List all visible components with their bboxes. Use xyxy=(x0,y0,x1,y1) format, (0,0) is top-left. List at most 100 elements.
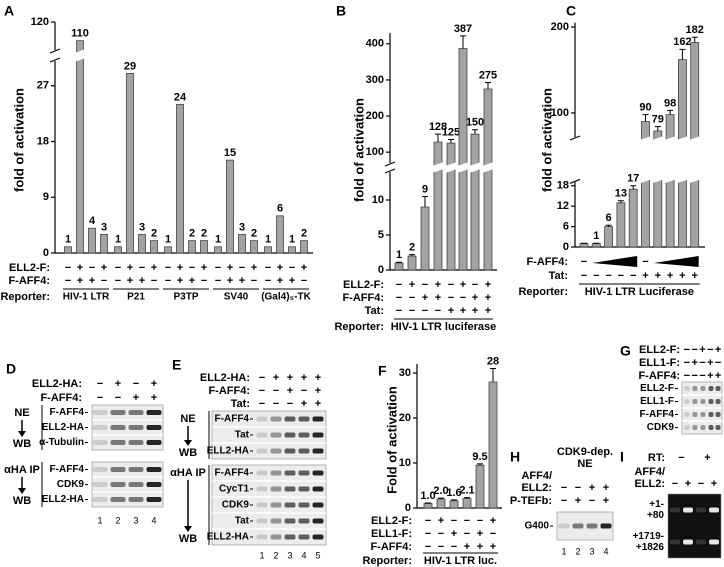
condition-sign: − xyxy=(561,482,567,494)
condition-sign: − xyxy=(684,357,690,369)
band xyxy=(256,534,268,540)
value-label: 17 xyxy=(627,173,639,185)
panel-letter: A xyxy=(4,3,14,19)
bar xyxy=(628,188,638,248)
band xyxy=(708,425,714,430)
side-label: NE xyxy=(14,407,29,419)
condition-sign: + xyxy=(642,270,648,282)
value-label: 98 xyxy=(664,97,676,109)
condition-sign: − xyxy=(691,344,697,356)
error-bar xyxy=(485,81,491,89)
band xyxy=(256,486,268,492)
condition-sign: + xyxy=(301,398,307,410)
condition-sign: + xyxy=(715,344,721,356)
condition-sign: − xyxy=(422,279,428,291)
band xyxy=(684,386,690,391)
condition-sign: + xyxy=(315,398,321,410)
condition-sign: − xyxy=(464,528,470,540)
bar xyxy=(407,255,417,271)
condition-sign: − xyxy=(425,541,431,553)
value-label: 2 xyxy=(251,228,257,240)
bar-break xyxy=(432,162,444,173)
band-label: Tat xyxy=(235,430,250,441)
condition-sign: + xyxy=(315,372,321,384)
error-bar xyxy=(451,499,457,501)
side-arrowhead xyxy=(184,526,192,532)
condition-sign: − xyxy=(448,292,454,304)
condition-label: ELL1-F: xyxy=(371,528,412,540)
band xyxy=(684,399,690,404)
band xyxy=(700,399,706,404)
error-bar xyxy=(435,133,441,143)
panel-letter: C xyxy=(566,3,576,19)
bar xyxy=(226,159,234,254)
value-label: 1 xyxy=(215,234,221,246)
bar xyxy=(462,498,472,509)
band xyxy=(708,399,714,404)
band xyxy=(572,523,584,529)
error-bar xyxy=(691,36,698,43)
condition-sign: + xyxy=(472,305,478,317)
lane-number: 2 xyxy=(115,515,120,525)
condition-label: F-AFF4: xyxy=(40,392,82,404)
band-label: α-Tubulin xyxy=(39,437,84,448)
condition-label: F-AFF4: xyxy=(342,292,384,304)
band xyxy=(298,416,310,422)
condition-sign: + xyxy=(691,270,697,282)
condition-label: ELL2-F: xyxy=(343,279,384,291)
condition-sign: − xyxy=(65,275,71,287)
band xyxy=(284,416,296,422)
condition-label: RT: xyxy=(648,452,665,464)
value-label: 1 xyxy=(265,234,271,246)
condition-sign: − xyxy=(396,279,402,291)
bar-break xyxy=(457,162,469,173)
condition-sign: − xyxy=(630,270,636,282)
bar xyxy=(616,202,626,248)
y-tick-label: 200 xyxy=(366,110,384,122)
bar xyxy=(446,142,456,271)
band-label: F-AFF4 xyxy=(50,407,85,418)
condition-sign: − xyxy=(151,275,157,287)
reporter-label: HIV-1 LTR luciferase xyxy=(391,321,497,333)
axis-break xyxy=(49,48,61,54)
band xyxy=(92,482,108,487)
error-bar xyxy=(477,463,483,466)
condition-sign: + xyxy=(422,292,428,304)
condition-sign: + xyxy=(699,344,705,356)
y-tick-label: 18 xyxy=(37,135,49,147)
value-label: 2.0 xyxy=(433,485,448,497)
condition-sign: + xyxy=(711,478,717,490)
band-label: F-AFF4 xyxy=(215,468,250,479)
bar-break xyxy=(469,162,481,173)
value-label: 13 xyxy=(615,188,627,200)
condition-sign: + xyxy=(460,305,466,317)
condition-sign: + xyxy=(603,495,609,507)
value-label: 9 xyxy=(422,183,428,195)
bar xyxy=(420,206,430,271)
band xyxy=(312,502,324,508)
lane-number: 3 xyxy=(133,515,138,525)
condition-sign: + xyxy=(239,275,245,287)
condition-sign: − xyxy=(575,482,581,494)
y-tick-label: 400 xyxy=(366,38,384,50)
condition-sign: + xyxy=(589,482,595,494)
band xyxy=(700,425,706,430)
band xyxy=(312,448,324,454)
condition-sign: − xyxy=(409,305,415,317)
condition-sign: − xyxy=(396,305,402,317)
condition-sign: + xyxy=(691,357,697,369)
band xyxy=(684,412,690,417)
band xyxy=(696,539,706,545)
value-label: 2.1 xyxy=(459,485,474,497)
condition-label: F-AFF4: xyxy=(370,541,412,553)
bar xyxy=(604,226,613,248)
error-bar xyxy=(422,196,428,207)
condition-sign: − xyxy=(464,515,470,527)
band xyxy=(270,486,282,492)
condition-sign: + xyxy=(477,528,483,540)
reporter-label: HIV-1 LTR Luciferase xyxy=(585,286,694,298)
band xyxy=(700,386,706,391)
band xyxy=(256,518,268,524)
reporter-title: Reporter: xyxy=(0,291,50,303)
band xyxy=(715,386,721,391)
